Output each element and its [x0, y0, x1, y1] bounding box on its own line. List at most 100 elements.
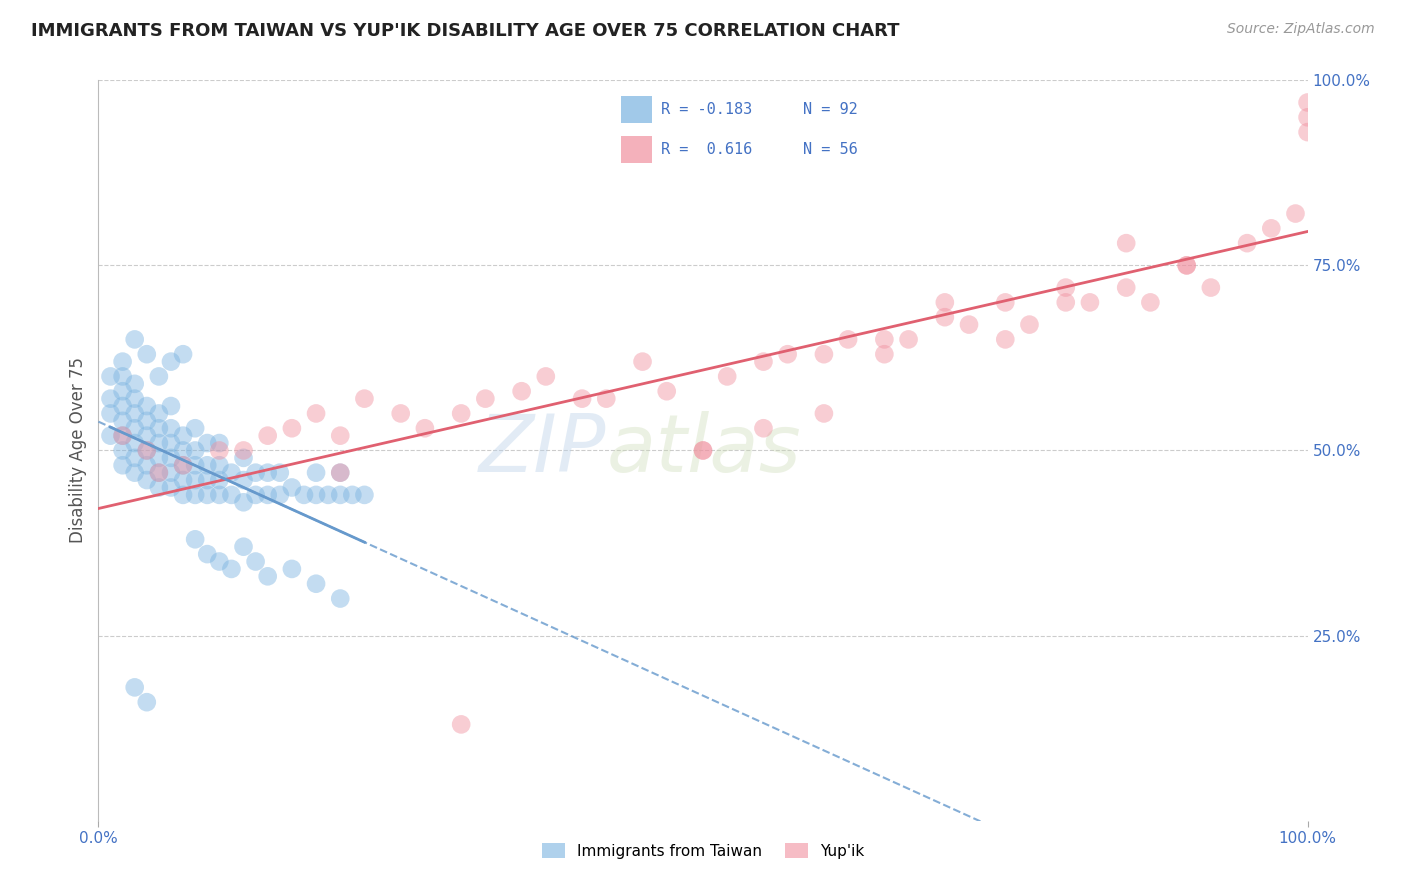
Point: [329, 466, 352, 480]
Point: [124, 421, 146, 435]
Point: [148, 407, 170, 421]
Point: [1296, 111, 1319, 125]
Point: [957, 318, 980, 332]
Point: [195, 458, 218, 473]
Point: [148, 450, 170, 465]
Point: [221, 488, 243, 502]
Point: [245, 555, 267, 569]
Point: [329, 591, 352, 606]
Point: [716, 369, 738, 384]
Point: [873, 333, 896, 347]
Point: [389, 407, 412, 421]
Point: [100, 392, 122, 406]
Point: [208, 443, 231, 458]
Point: [571, 392, 593, 406]
Point: [329, 488, 352, 502]
Text: Source: ZipAtlas.com: Source: ZipAtlas.com: [1227, 22, 1375, 37]
Point: [245, 466, 267, 480]
Text: R = -0.183: R = -0.183: [661, 103, 752, 117]
Point: [1054, 295, 1077, 310]
Text: R =  0.616: R = 0.616: [661, 143, 752, 157]
Legend: Immigrants from Taiwan, Yup'ik: Immigrants from Taiwan, Yup'ik: [536, 837, 870, 865]
Point: [124, 681, 146, 695]
Point: [450, 407, 472, 421]
Point: [221, 562, 243, 576]
Point: [184, 421, 207, 435]
Point: [232, 540, 254, 554]
Point: [100, 369, 122, 384]
Point: [135, 458, 157, 473]
Point: [160, 421, 183, 435]
Point: [534, 369, 557, 384]
Point: [172, 428, 194, 442]
Point: [195, 547, 218, 561]
Point: [1175, 259, 1198, 273]
Point: [256, 466, 278, 480]
Point: [1175, 259, 1198, 273]
Point: [752, 354, 775, 368]
Point: [1054, 280, 1077, 294]
Text: N = 56: N = 56: [803, 143, 858, 157]
Point: [124, 436, 146, 450]
Point: [413, 421, 436, 435]
Point: [1260, 221, 1282, 235]
Point: [934, 295, 956, 310]
Point: [305, 407, 328, 421]
Point: [208, 488, 231, 502]
Point: [1296, 125, 1319, 139]
Point: [160, 481, 183, 495]
Point: [752, 421, 775, 435]
Point: [172, 473, 194, 487]
Point: [897, 333, 920, 347]
Bar: [621, 96, 652, 123]
Point: [305, 466, 328, 480]
Point: [135, 399, 157, 413]
Point: [353, 488, 375, 502]
Text: IMMIGRANTS FROM TAIWAN VS YUP'IK DISABILITY AGE OVER 75 CORRELATION CHART: IMMIGRANTS FROM TAIWAN VS YUP'IK DISABIL…: [31, 22, 900, 40]
Point: [692, 443, 714, 458]
Point: [1284, 206, 1306, 220]
Point: [195, 436, 218, 450]
Point: [135, 473, 157, 487]
Point: [256, 569, 278, 583]
Point: [208, 436, 231, 450]
Point: [100, 407, 122, 421]
Point: [111, 414, 134, 428]
Point: [450, 717, 472, 731]
Point: [256, 428, 278, 442]
Point: [172, 347, 194, 361]
Point: [148, 436, 170, 450]
Point: [148, 369, 170, 384]
Point: [1236, 236, 1258, 251]
Point: [1115, 280, 1137, 294]
Point: [837, 333, 859, 347]
Point: [232, 473, 254, 487]
Point: [124, 376, 146, 391]
Point: [232, 495, 254, 509]
Point: [111, 428, 134, 442]
Point: [111, 369, 134, 384]
Text: N = 92: N = 92: [803, 103, 858, 117]
Point: [631, 354, 654, 368]
Point: [111, 443, 134, 458]
Point: [148, 421, 170, 435]
Point: [184, 488, 207, 502]
Y-axis label: Disability Age Over 75: Disability Age Over 75: [69, 358, 87, 543]
Point: [232, 450, 254, 465]
Point: [245, 488, 267, 502]
Point: [100, 428, 122, 442]
Point: [135, 347, 157, 361]
Point: [111, 428, 134, 442]
Point: [184, 458, 207, 473]
Point: [148, 481, 170, 495]
Point: [124, 466, 146, 480]
Point: [135, 695, 157, 709]
Point: [474, 392, 496, 406]
Point: [1199, 280, 1222, 294]
Point: [148, 466, 170, 480]
Point: [813, 407, 835, 421]
Point: [172, 458, 194, 473]
Point: [111, 354, 134, 368]
Point: [934, 310, 956, 325]
Point: [329, 466, 352, 480]
